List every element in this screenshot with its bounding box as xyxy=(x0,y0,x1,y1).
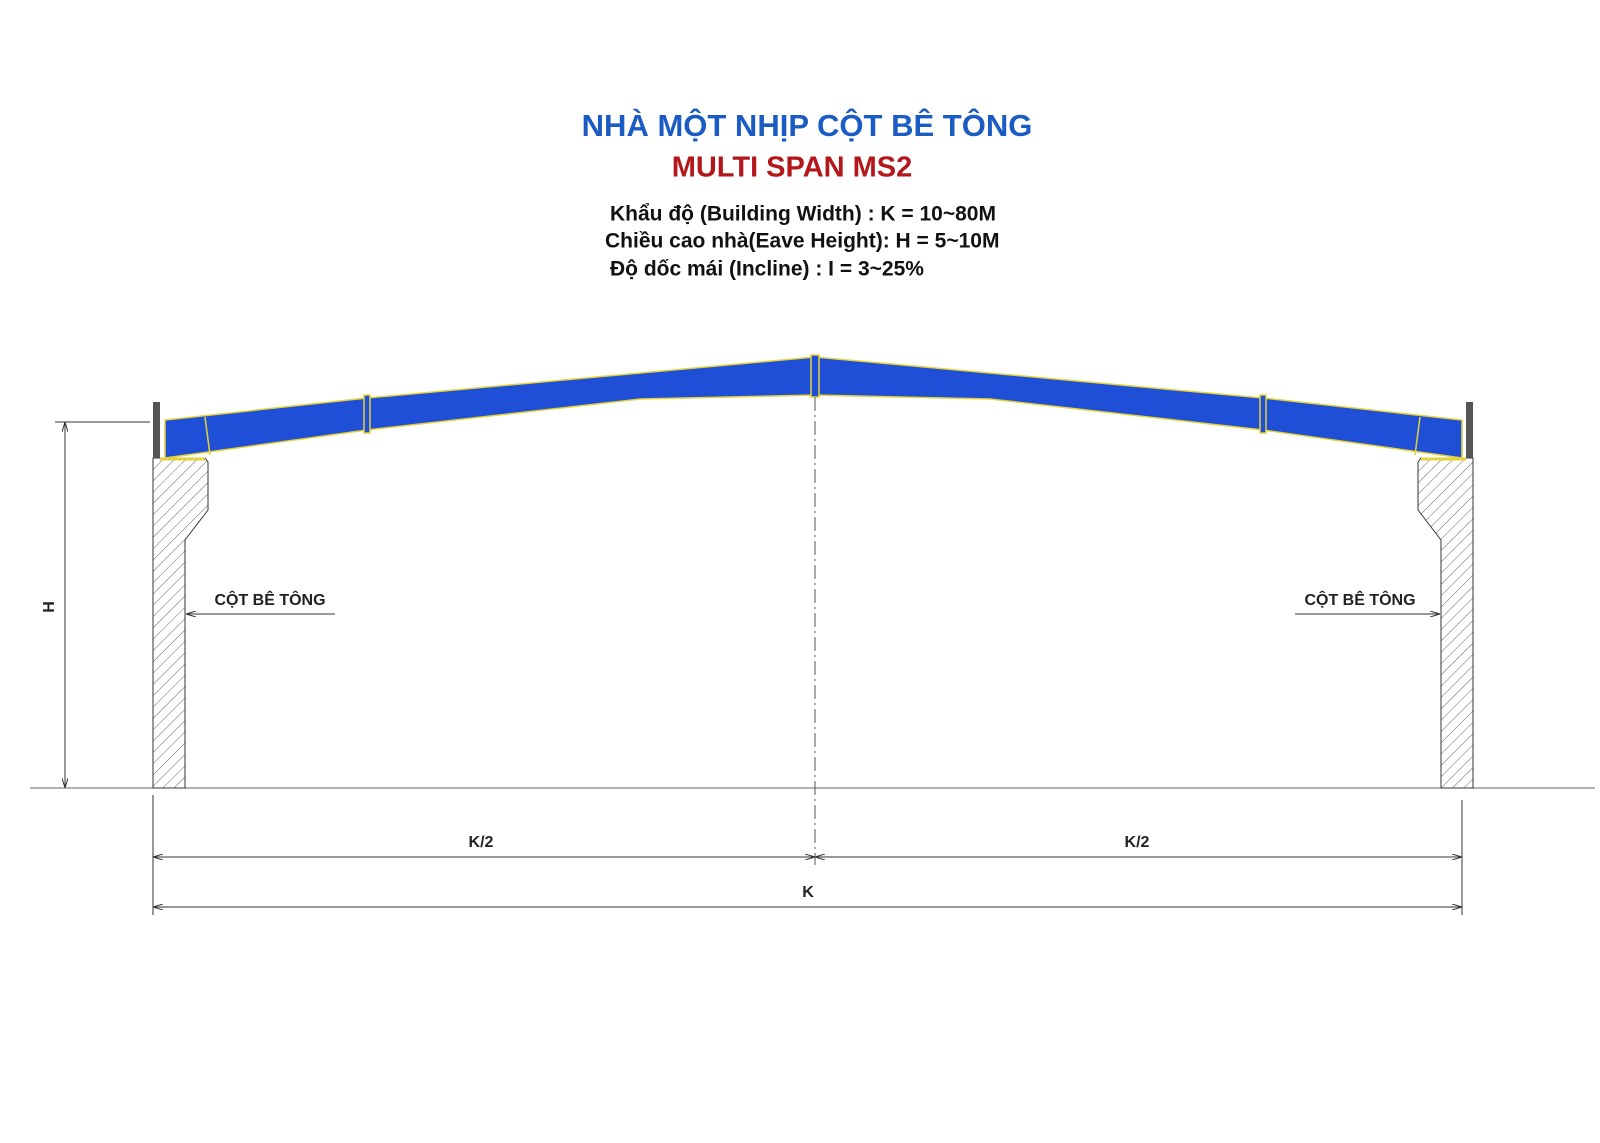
dimension-label: K xyxy=(802,884,814,901)
column xyxy=(152,457,209,789)
spec: Độ dốc mái (Incline) : I = 3~25% xyxy=(610,258,924,281)
dimension-label: K/2 xyxy=(469,834,494,851)
dimension-label: H xyxy=(41,601,58,613)
wall-cap xyxy=(153,402,160,458)
title: NHÀ MỘT NHỊP CỘT BÊ TÔNG xyxy=(582,107,1033,143)
rafter xyxy=(164,354,1463,459)
column-label: CỘT BÊ TÔNG xyxy=(1304,590,1415,609)
wall-cap xyxy=(1466,402,1473,458)
column xyxy=(1417,457,1474,789)
subtitle: MULTI SPAN MS2 xyxy=(672,152,913,184)
dimension-label: K/2 xyxy=(1125,834,1150,851)
column-label: CỘT BÊ TÔNG xyxy=(214,590,325,609)
spec: Khẩu độ (Building Width) : K = 10~80M xyxy=(610,203,996,226)
spec: Chiều cao nhà(Eave Height): H = 5~10M xyxy=(605,230,999,253)
